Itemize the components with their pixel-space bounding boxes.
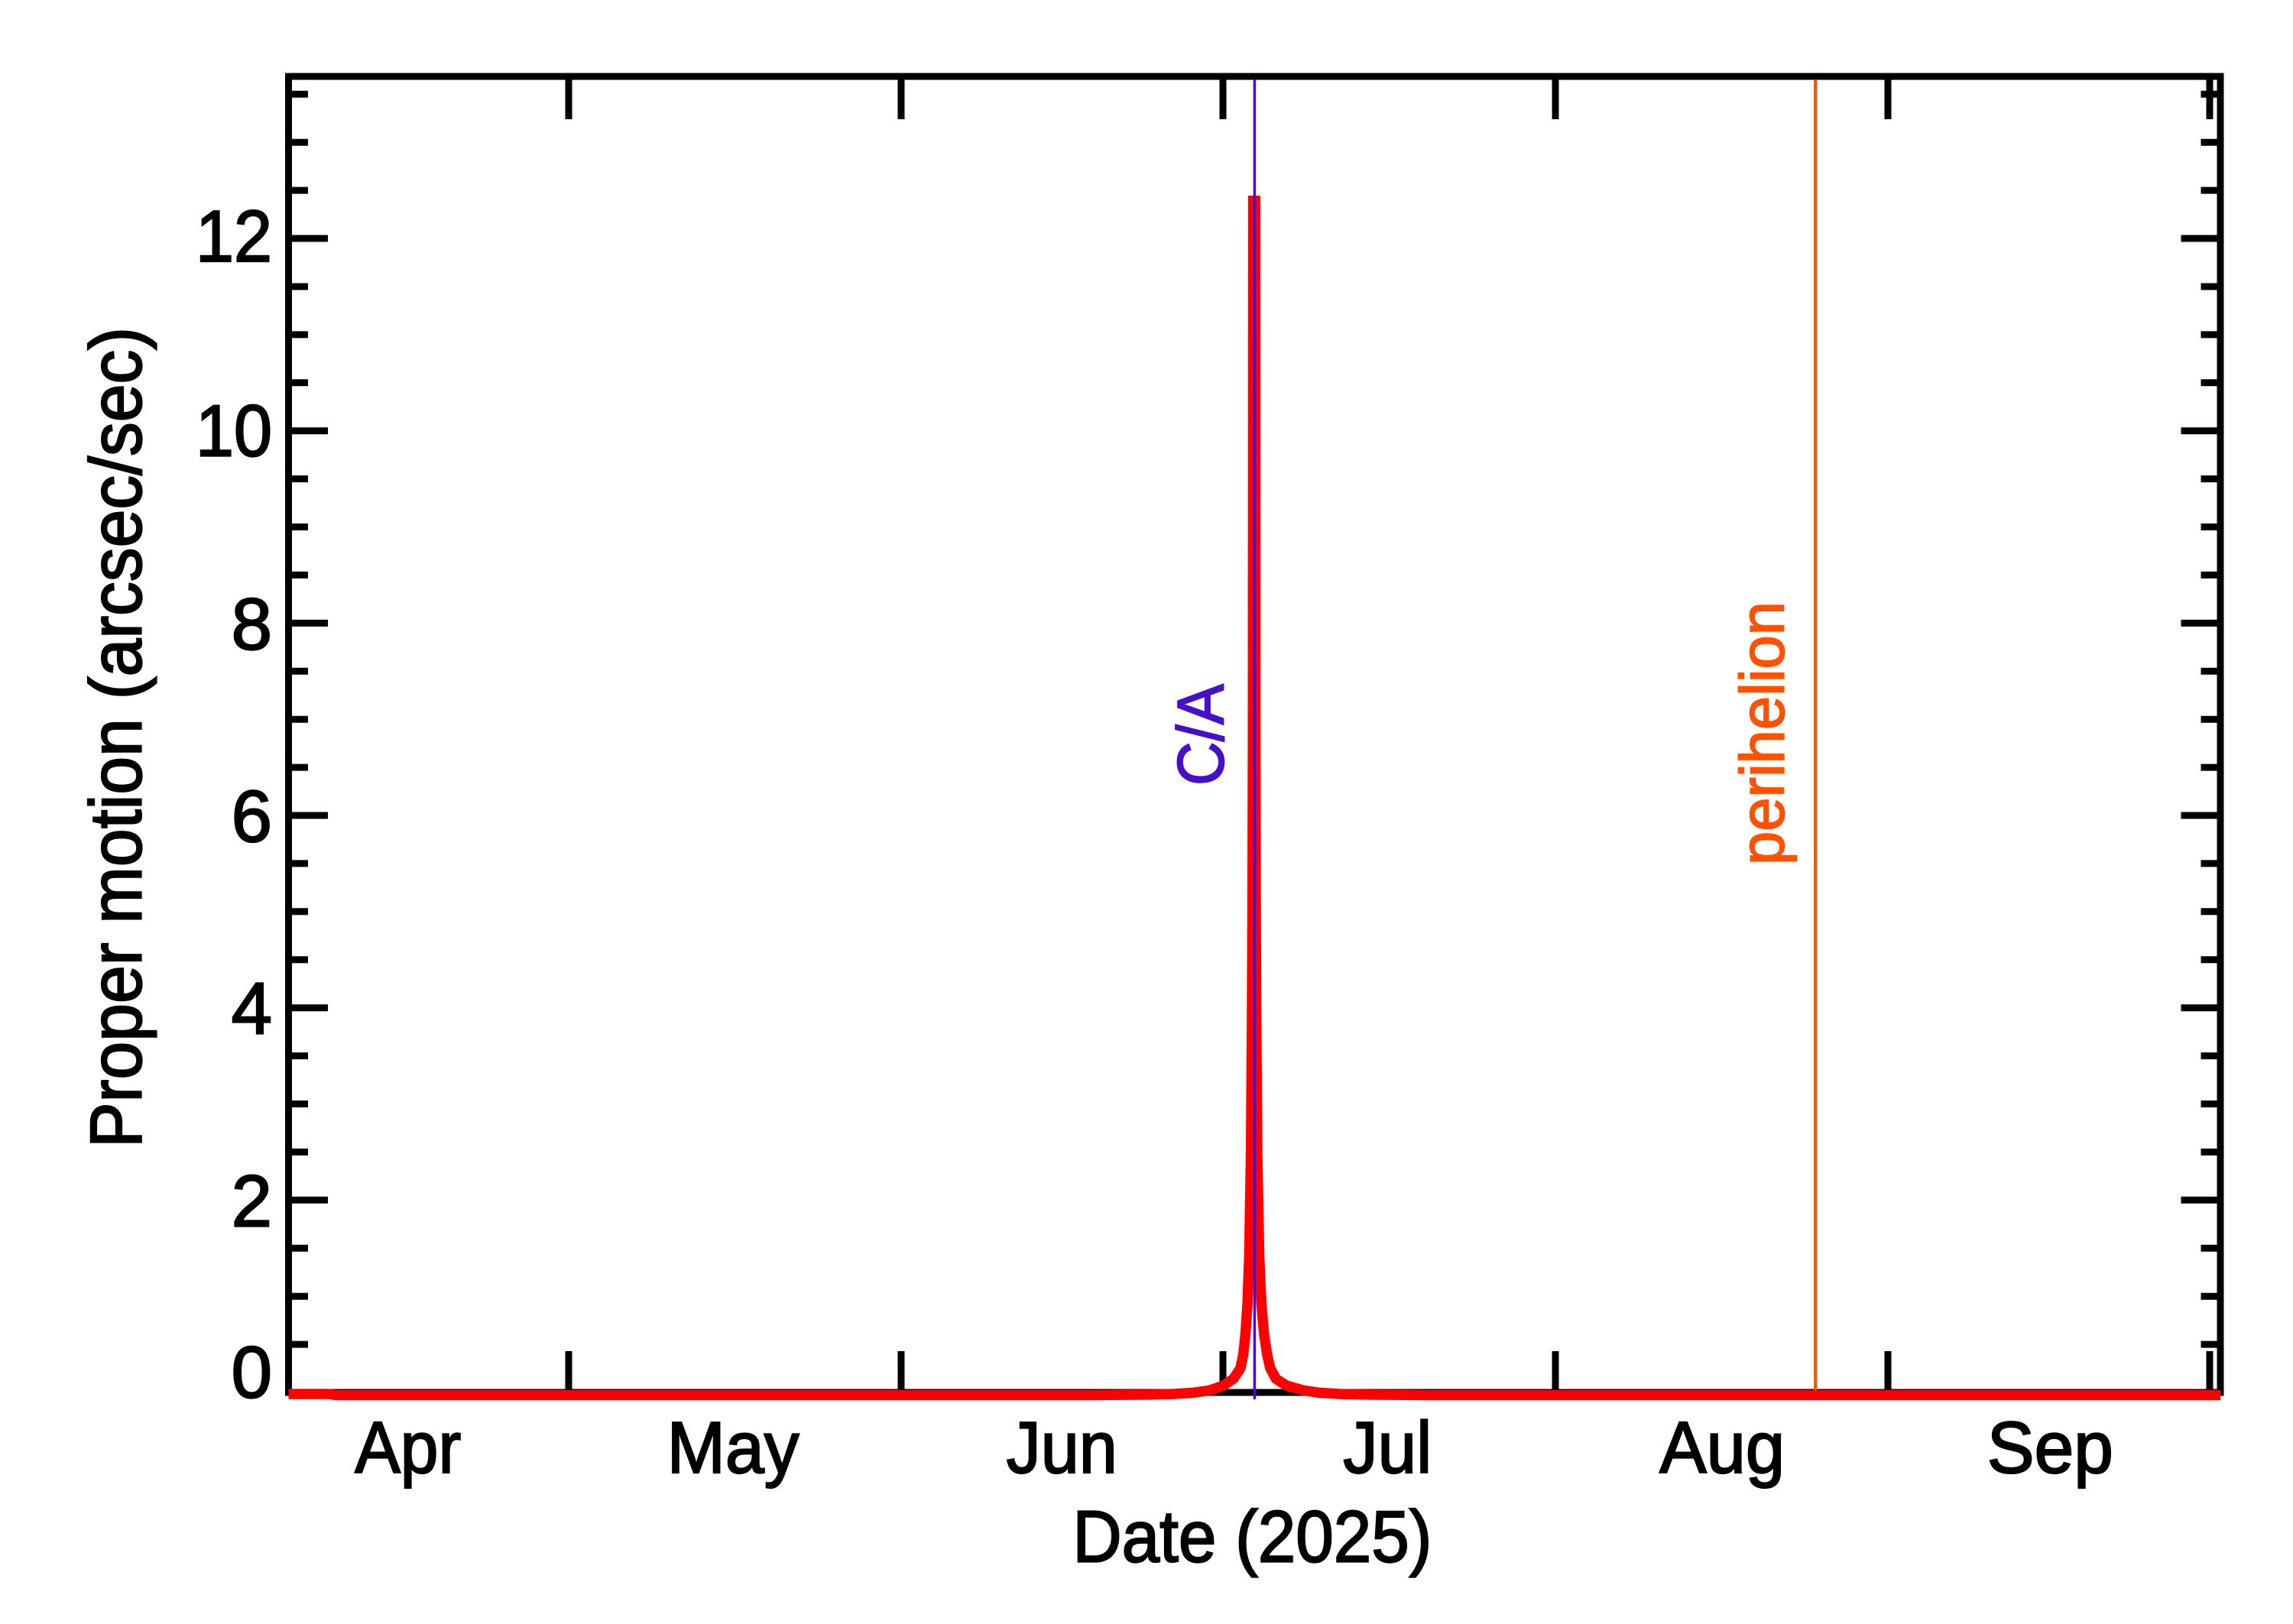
- svg-text:0: 0: [232, 1332, 272, 1414]
- svg-text:Aug: Aug: [1659, 1407, 1785, 1489]
- svg-text:perihelion: perihelion: [1728, 601, 1798, 865]
- svg-text:12: 12: [196, 196, 272, 277]
- svg-text:Jul: Jul: [1343, 1407, 1432, 1489]
- svg-text:4: 4: [232, 968, 272, 1050]
- svg-text:May: May: [667, 1407, 799, 1489]
- svg-text:C/A: C/A: [1164, 683, 1237, 786]
- svg-text:6: 6: [232, 776, 272, 857]
- svg-text:Jun: Jun: [1007, 1407, 1117, 1489]
- svg-text:2: 2: [232, 1160, 272, 1242]
- svg-text:Apr: Apr: [355, 1407, 461, 1489]
- svg-text:8: 8: [232, 583, 272, 665]
- svg-text:Sep: Sep: [1987, 1407, 2113, 1489]
- svg-text:Proper motion (arcsec/sec): Proper motion (arcsec/sec): [75, 327, 157, 1148]
- svg-text:Date (2025): Date (2025): [1072, 1496, 1432, 1577]
- svg-text:10: 10: [196, 391, 272, 472]
